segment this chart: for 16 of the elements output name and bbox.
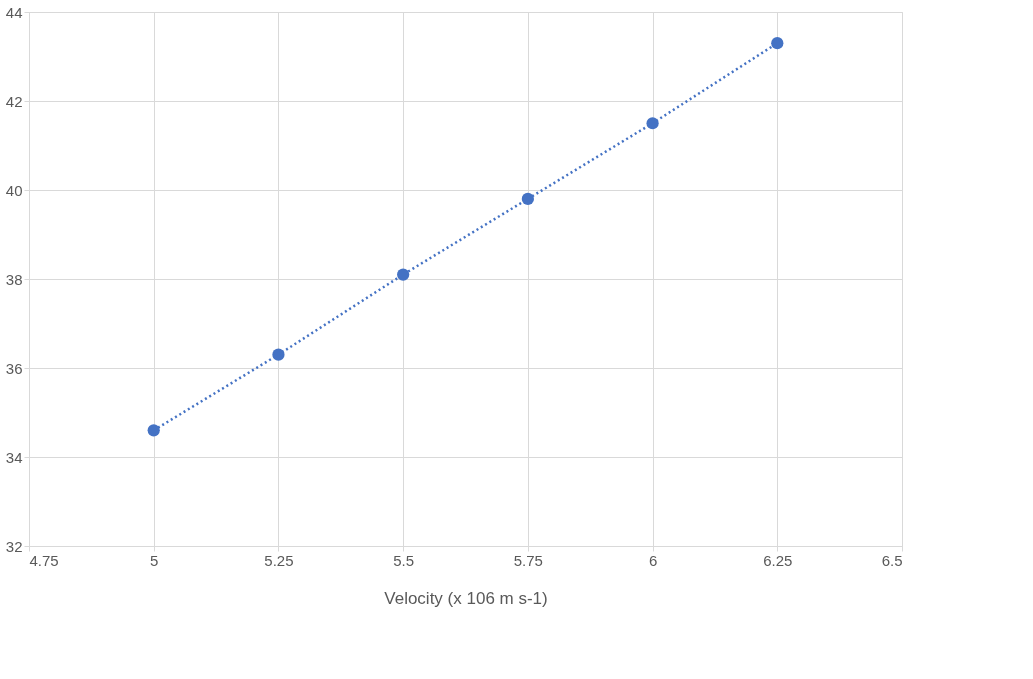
x-axis-title: Velocity (x 106 m s-1) [384,588,548,608]
x-tick-label: 4.75 [29,551,59,569]
x-tick-label: 5.75 [513,551,543,569]
x-tick-label: 6.25 [763,551,793,569]
x-tick-label: 5.5 [393,551,415,569]
x-tick-label: 6.5 [881,551,903,569]
y-tick-label: 44 [5,3,23,21]
y-tick-label: 38 [5,270,23,288]
y-tick-label: 42 [5,92,23,110]
y-tick-label: 34 [5,448,23,466]
y-tick-label: 32 [5,537,23,555]
y-tick-label: 36 [5,359,23,377]
x-tick-label: 5 [150,551,159,569]
y-tick-label: 40 [5,181,23,199]
x-tick-label: 5.25 [264,551,294,569]
x-tick-label: 6 [648,551,658,569]
